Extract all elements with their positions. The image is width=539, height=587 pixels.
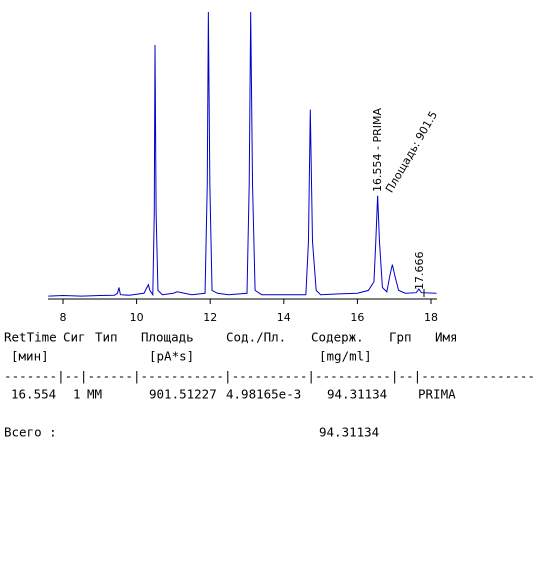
x-tick-label: 16 — [350, 311, 364, 324]
table-cell: 16.554 — [11, 387, 56, 402]
column-header: Площадь — [141, 330, 194, 345]
table-cell: 901.51227 — [149, 387, 217, 402]
x-tick-label: 18 — [424, 311, 438, 324]
x-tick-label: 10 — [130, 311, 144, 324]
separator: -------|--|------|-----------|----------… — [4, 369, 535, 384]
table-cell: PRIMA — [418, 387, 456, 402]
table-cell: 4.98165e-3 — [226, 387, 301, 402]
chromatogram-trace — [48, 12, 437, 297]
table-cell: 1 — [73, 387, 81, 402]
unit-label: [pA*s] — [149, 349, 194, 364]
column-header: Имя — [435, 330, 458, 345]
unit-label: [mg/ml] — [319, 349, 372, 364]
table-cell: MM — [87, 387, 102, 402]
peak-annotation: Площадь: 901.5 — [383, 109, 440, 195]
column-header: Грп — [389, 330, 412, 345]
x-tick-label: 12 — [203, 311, 217, 324]
x-tick-label: 14 — [277, 311, 291, 324]
column-header: Тип — [95, 330, 118, 345]
x-tick-label: 8 — [60, 311, 67, 324]
column-header: RetTime — [4, 330, 57, 345]
total-label: Всего : — [4, 425, 57, 440]
peak-annotation: 16.554 - PRIMA — [371, 108, 384, 192]
table-cell: 94.31134 — [327, 387, 387, 402]
column-header: Содерж. — [311, 330, 364, 345]
peak-annotation: 17.666 — [413, 252, 426, 291]
unit-label: [мин] — [11, 349, 49, 364]
column-header: Сод./Пл. — [226, 330, 286, 345]
column-header: Сиг — [63, 330, 86, 345]
total-value: 94.31134 — [319, 425, 379, 440]
